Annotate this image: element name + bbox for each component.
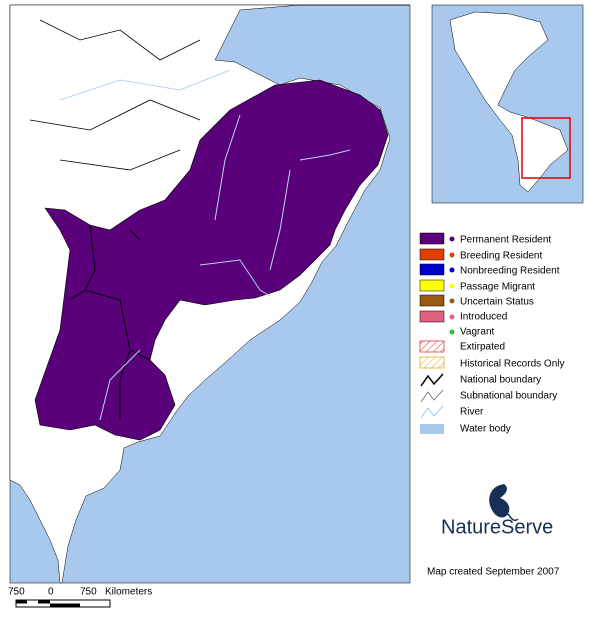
legend-label: Vagrant <box>460 327 495 338</box>
legend-label: Breeding Resident <box>460 251 542 262</box>
logo-text: NatureServe <box>441 516 553 538</box>
scale-label: 0 <box>48 587 54 598</box>
scale-label: 750 <box>8 587 25 598</box>
legend-label: Permanent Resident <box>460 235 551 246</box>
legend-label: Nonbreeding Resident <box>460 266 560 277</box>
inset-map <box>431 4 584 204</box>
legend-label: Historical Records Only <box>460 359 564 370</box>
scale-unit: Kilometers <box>105 587 152 598</box>
legend-label: National boundary <box>460 375 541 386</box>
legend-label: Water body <box>460 424 511 435</box>
scale-label: 750 <box>80 587 97 598</box>
main-map <box>9 4 411 584</box>
legend: Permanent Resident Breeding Resident Non… <box>419 232 564 435</box>
legend-label: Introduced <box>460 312 507 323</box>
legend-label: River <box>460 407 484 418</box>
legend-label: Uncertain Status <box>460 297 534 308</box>
scale-bar: 750 0 750 Kilometers <box>8 587 152 608</box>
credit: Map created September 2007 <box>427 567 560 578</box>
logo: NatureServe <box>441 484 553 538</box>
legend-label: Passage Migrant <box>460 282 535 293</box>
legend-label: Subnational boundary <box>460 391 557 402</box>
legend-label: Extirpated <box>460 342 505 353</box>
